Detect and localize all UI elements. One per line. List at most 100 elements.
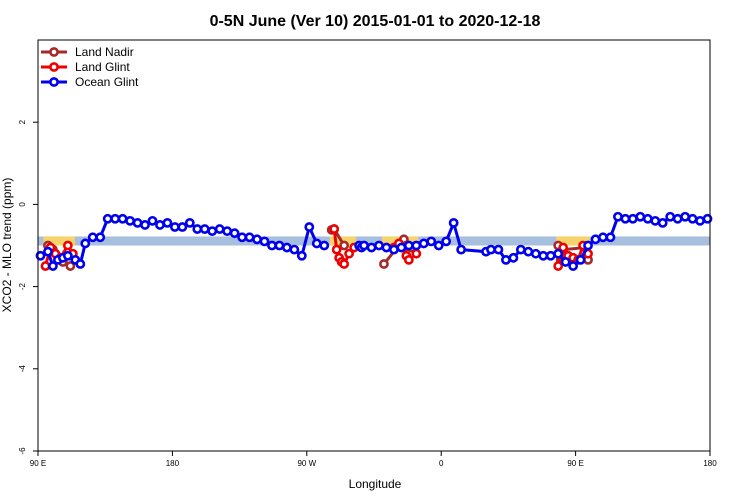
ocean-glint-point xyxy=(214,224,225,234)
ocean-glint-point xyxy=(687,213,698,224)
land-nadir-point xyxy=(379,259,389,269)
ocean-glint-point xyxy=(259,236,270,247)
ocean-glint-point xyxy=(672,213,683,224)
land-nadir-point xyxy=(65,261,76,271)
ocean-glint-point xyxy=(87,232,98,243)
ocean-glint-point xyxy=(501,254,511,265)
legend-land-glint-label: Land Glint xyxy=(75,60,130,74)
y-tick-label: 0 xyxy=(18,202,27,207)
ocean-glint-point xyxy=(95,232,106,243)
ocean-glint-point xyxy=(267,240,277,251)
ocean-glint-point xyxy=(657,217,668,228)
land-glint-point xyxy=(62,240,73,251)
legend-land-nadir-marker xyxy=(49,47,59,57)
x-tick-label: 0 xyxy=(439,459,444,468)
ocean-glint-point xyxy=(237,232,247,243)
ocean-glint-point xyxy=(598,232,608,243)
ocean-glint-point xyxy=(665,211,676,222)
legend-ocean-glint-label: Ocean Glint xyxy=(75,75,139,89)
x-tick-label: 90 E xyxy=(567,459,583,468)
ocean-glint-point xyxy=(289,244,300,255)
ocean-glint-point xyxy=(177,222,188,232)
ocean-glint-point xyxy=(132,217,143,228)
ocean-glint-point xyxy=(553,248,564,259)
ocean-glint-point xyxy=(304,222,315,232)
ocean-glint-point xyxy=(319,240,330,251)
legend-ocean-glint-marker xyxy=(49,77,59,87)
ocean-glint-point xyxy=(605,232,616,243)
ocean-glint-point xyxy=(169,222,180,232)
band-highlight xyxy=(556,236,591,246)
ocean-glint-point xyxy=(650,215,661,226)
ocean-glint-point xyxy=(426,236,437,247)
ocean-glint-point xyxy=(155,220,165,230)
land-glint-point xyxy=(558,242,569,253)
ocean-glint-point xyxy=(222,226,233,237)
y-tick-label: -2 xyxy=(18,282,27,290)
ocean-glint-point xyxy=(411,240,422,251)
ocean-glint-point xyxy=(244,232,255,243)
land-glint-point xyxy=(339,259,350,269)
ocean-glint-point xyxy=(184,217,195,228)
land-glint-point xyxy=(40,261,51,271)
ocean-glint-point xyxy=(695,215,705,226)
ocean-glint-point xyxy=(560,257,571,267)
ocean-glint-point xyxy=(110,213,121,224)
y-tick-label: -4 xyxy=(18,365,27,373)
ocean-glint-point xyxy=(396,242,407,253)
land-nadir-point xyxy=(339,240,350,251)
reference-band xyxy=(38,236,710,246)
x-tick-label: 180 xyxy=(703,459,717,468)
ocean-glint-point xyxy=(456,244,467,255)
legend-land-nadir-label: Land Nadir xyxy=(75,45,134,59)
band-highlight xyxy=(43,236,75,246)
ocean-glint-point xyxy=(702,213,713,224)
ocean-glint-point xyxy=(62,250,73,261)
ocean-glint-point xyxy=(48,261,58,271)
ocean-glint-point xyxy=(311,238,322,249)
ocean-glint-point xyxy=(448,217,459,228)
ocean-glint-point xyxy=(80,238,91,249)
land-glint-point xyxy=(553,261,564,271)
ocean-glint-point xyxy=(493,244,504,255)
ocean-glint-point xyxy=(374,240,384,251)
y-axis-label: XCO2 - MLO trend (ppm) xyxy=(0,178,14,313)
ocean-glint-point xyxy=(229,228,240,239)
ocean-glint-point xyxy=(125,215,135,226)
ocean-glint-point xyxy=(523,246,534,257)
ocean-glint-point xyxy=(35,250,46,261)
ocean-glint-point xyxy=(515,244,526,255)
ocean-glint-point xyxy=(381,242,392,253)
x-axis-label: Longitude xyxy=(349,477,402,491)
land-glint-point xyxy=(329,224,340,234)
ocean-glint-point xyxy=(274,240,285,251)
ocean-glint-point xyxy=(366,242,377,253)
ocean-glint-point xyxy=(590,234,601,245)
land-glint-point xyxy=(331,244,342,255)
land-glint-point xyxy=(403,254,414,265)
ocean-glint-point xyxy=(545,250,556,261)
x-tick-label: 90 W xyxy=(297,459,316,468)
land-glint-point xyxy=(344,248,355,259)
ocean-glint-point xyxy=(296,250,307,261)
ocean-glint-point xyxy=(389,244,399,255)
ocean-glint-point xyxy=(199,224,210,234)
ocean-glint-point xyxy=(117,213,128,224)
plot-frame xyxy=(37,39,711,452)
chart-title: 0-5N June (Ver 10) 2015-01-01 to 2020-12… xyxy=(210,13,541,30)
ocean-glint-point xyxy=(635,211,646,222)
ocean-glint-point xyxy=(281,242,292,253)
ocean-glint-point xyxy=(642,213,653,224)
ocean-glint-point xyxy=(192,224,203,234)
ocean-glint-point xyxy=(252,234,262,245)
ocean-glint-point xyxy=(433,240,444,251)
ocean-glint-point xyxy=(207,226,218,237)
ocean-glint-point xyxy=(583,240,593,251)
ocean-glint-point xyxy=(102,213,113,224)
ocean-glint-point xyxy=(680,211,691,222)
ocean-glint-point xyxy=(575,254,586,265)
ocean-glint-point xyxy=(140,220,150,230)
ocean-glint-point xyxy=(627,213,638,224)
